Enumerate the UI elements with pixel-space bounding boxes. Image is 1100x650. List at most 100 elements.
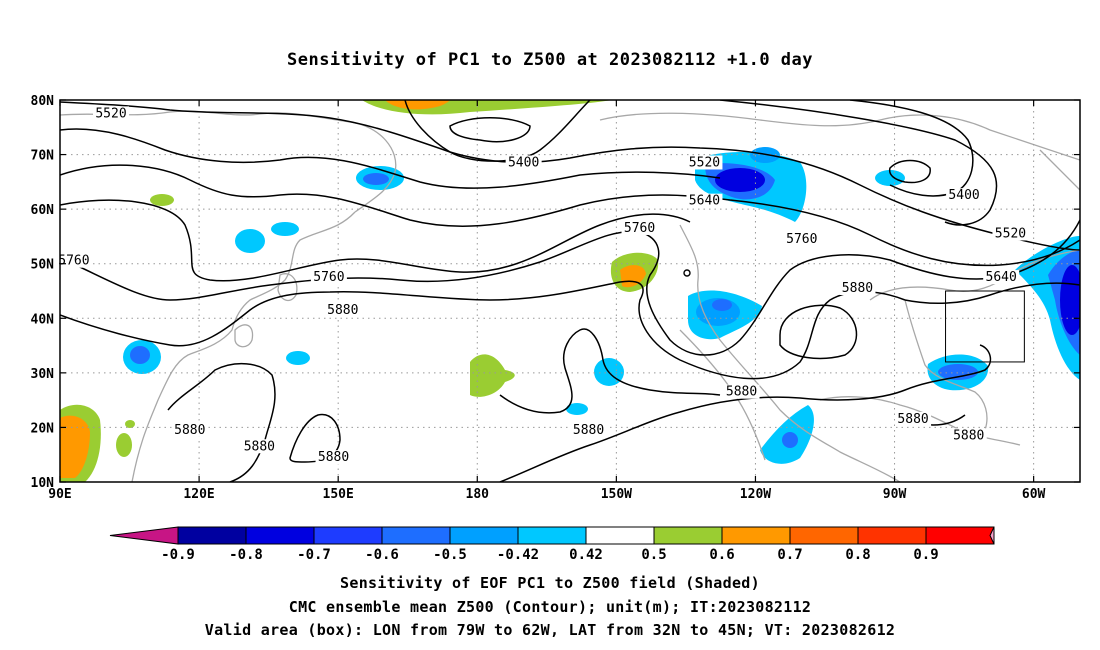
colorbar-swatch (653, 526, 723, 545)
coastline (131, 211, 356, 482)
contour-label: 5760 (58, 254, 89, 269)
lat-label: 40N (31, 312, 55, 327)
shade-patch (235, 229, 265, 253)
latitude-labels: 80N 70N 60N 50N 40N 30N 20N 10N (31, 94, 55, 491)
chart-title: Sensitivity of PC1 to Z500 at 2023082112… (286, 50, 813, 70)
shade-patch (385, 100, 450, 110)
colorbar-swatch (585, 526, 655, 545)
valid-area-box (945, 290, 1025, 363)
lon-label: 150E (323, 487, 354, 502)
shade-patch (938, 364, 978, 380)
lat-label: 10N (31, 476, 55, 491)
contour-label-halo (310, 270, 347, 285)
colorbar-label: -0.42 (497, 547, 539, 563)
shade-patch (130, 346, 150, 364)
contour-label-halo (946, 188, 983, 203)
colorbar-label: 0.5 (641, 547, 666, 563)
contour-label: 5880 (244, 439, 275, 454)
shade-patch (1060, 265, 1080, 335)
contour-label: 5760 (624, 221, 655, 236)
contour-label: 5640 (689, 194, 720, 209)
colorbar-swatch (245, 526, 315, 545)
coastline (277, 273, 298, 302)
colorbar-label: 0.8 (845, 547, 870, 563)
contour-5880-d (289, 413, 341, 463)
colorbar-label: -0.7 (297, 547, 331, 563)
z500-contours (60, 100, 1080, 482)
shade-patch (782, 432, 798, 448)
shade-patch (271, 222, 299, 236)
contour-label-halo (570, 422, 607, 437)
contour-5640-b (60, 164, 1080, 267)
contour-label-halo (895, 411, 932, 426)
contour-label-halo (93, 106, 129, 121)
contour-label: 5880 (726, 385, 757, 400)
contour-5400-c (888, 159, 931, 184)
colorbar-label: 0.7 (777, 547, 802, 563)
contour-label: 5520 (689, 155, 720, 170)
contour-label: 5880 (842, 281, 873, 296)
contour-label-halo (950, 428, 987, 443)
colorbar-swatch (313, 526, 383, 545)
colorbar-swatch (177, 526, 247, 545)
contour-label: 5880 (953, 428, 984, 443)
colorbar-arrow-left (109, 526, 179, 545)
shade-patch (125, 420, 135, 428)
coastline (234, 324, 254, 348)
colorbar-label: 0.9 (913, 547, 938, 563)
contour-label: 5520 (995, 226, 1026, 241)
shade-patch (60, 415, 90, 478)
contour-label: 5880 (327, 303, 358, 318)
lon-label: 180 (466, 487, 490, 502)
contour-5760 (60, 199, 691, 282)
contour-label-halo (241, 439, 278, 454)
contour-label-halo (686, 193, 723, 208)
colorbar-label: -0.9 (161, 547, 195, 563)
contour-label: 5760 (786, 232, 817, 247)
lat-label: 60N (31, 203, 55, 218)
lon-label: 60W (1022, 487, 1046, 502)
shade-patch (566, 403, 588, 415)
caption-contour: CMC ensemble mean Z500 (Contour); unit(m… (288, 598, 812, 616)
lat-label: 80N (31, 94, 55, 109)
colorbar-swatch (857, 526, 927, 545)
contour-label-halo (686, 155, 723, 170)
contour-5520-b (719, 100, 998, 226)
lat-label: 20N (31, 421, 55, 436)
coastline (1039, 149, 1080, 191)
contour-label-halo (723, 384, 760, 399)
shade-patch (150, 194, 174, 206)
colorbar-label: 0.6 (709, 547, 734, 563)
contour-label: 5400 (508, 155, 539, 170)
caption-valid-area: Valid area (box): LON from 79W to 62W, L… (204, 621, 896, 639)
contour-5640 (60, 128, 721, 189)
caption-shaded: Sensitivity of EOF PC1 to Z500 field (Sh… (340, 574, 760, 592)
colorbar-swatch (925, 526, 995, 545)
shade-patch (875, 170, 905, 186)
lon-label: 90W (883, 487, 907, 502)
shade-patch (470, 354, 515, 397)
contour-5760-b (60, 219, 1080, 356)
lat-label: 30N (31, 367, 55, 382)
coastline (869, 249, 1080, 301)
contour-5880-hi (779, 304, 858, 360)
contour-label-halo (983, 270, 1020, 285)
lon-label: 120E (183, 487, 214, 502)
contour-label-halo (839, 281, 876, 295)
contour-label: 5880 (573, 423, 604, 438)
contour-5520 (60, 101, 1080, 251)
contour-label: 5880 (174, 423, 205, 438)
colorbar-label: -0.6 (365, 547, 399, 563)
lat-label: 50N (31, 258, 55, 273)
colorbar-label: -0.5 (433, 547, 467, 563)
contour-5880 (60, 280, 906, 380)
lon-label: 90E (48, 487, 71, 502)
contour-label-halo (324, 302, 361, 317)
shade-patch (116, 433, 132, 457)
lon-label: 120W (740, 487, 771, 502)
contour-label: 5760 (313, 270, 344, 285)
colorbar: -0.9 -0.8 -0.7 -0.6 -0.5 -0.42 0.42 0.5 0.6 0.7 0.… (109, 526, 995, 563)
contour-label-halo (315, 450, 352, 465)
shade-patch (286, 351, 310, 365)
